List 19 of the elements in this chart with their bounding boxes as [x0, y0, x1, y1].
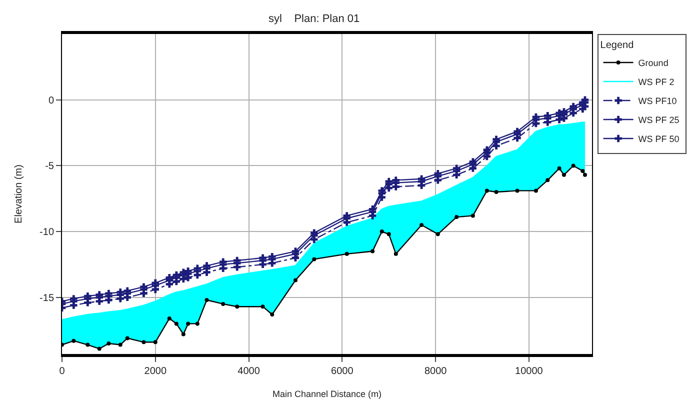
y-tick-label: -5	[45, 161, 54, 172]
legend-label: WS PF10	[638, 96, 677, 106]
y-axis-title: Elevation (m)	[14, 164, 25, 224]
x-tick-label: 10000	[515, 366, 544, 377]
legend-title: Legend	[600, 40, 634, 51]
legend-label: WS PF 50	[638, 134, 680, 144]
x-tick-label: 2000	[144, 366, 167, 377]
chart-title: syl Plan: Plan 01	[268, 13, 360, 26]
legend-label: WS PF 25	[638, 115, 680, 126]
x-axis-title: Main Channel Distance (m)	[272, 388, 382, 399]
y-tick-label: -15	[40, 292, 54, 304]
x-tick-label: 4000	[238, 366, 260, 377]
legend-label: Ground	[638, 58, 668, 68]
y-tick-label: -10	[40, 227, 54, 238]
x-tick-label: 0	[59, 366, 66, 377]
y-tick-label: 0	[48, 95, 54, 106]
x-tick-label: 6000	[331, 366, 354, 377]
legend-label: WS PF 2	[638, 77, 674, 88]
x-tick-label: 8000	[424, 366, 448, 377]
